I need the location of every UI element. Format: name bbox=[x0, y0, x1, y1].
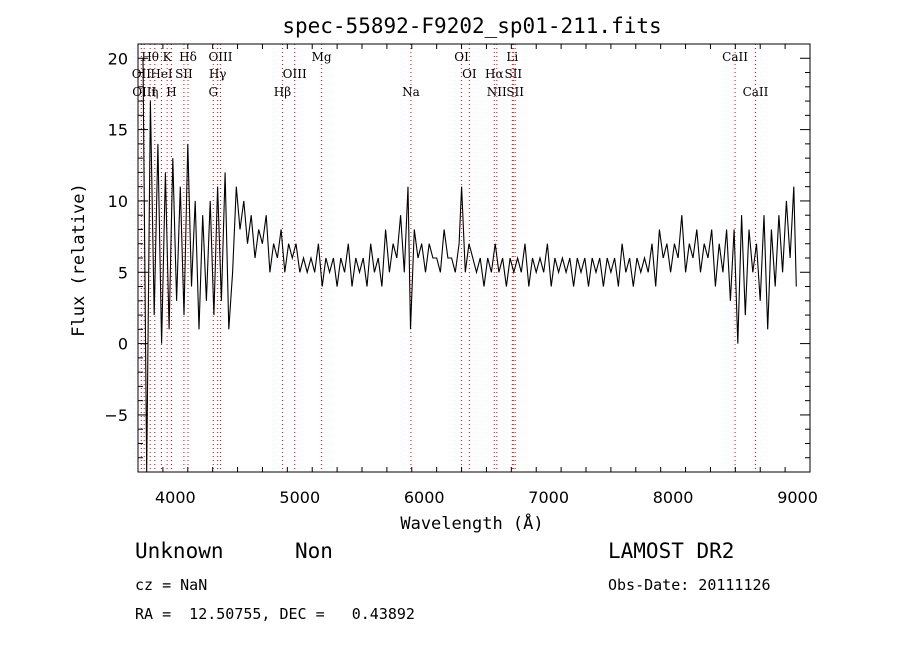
marker-label-11: Hγ bbox=[209, 67, 227, 81]
x-axis-ticks: 4000 5000 6000 7000 8000 9000 bbox=[137, 44, 818, 507]
object-class: Unknown bbox=[135, 539, 224, 563]
coordinates: RA = 12.50755, DEC = 0.43892 bbox=[135, 605, 415, 623]
marker-label-9: HeI bbox=[150, 67, 173, 81]
marker-label-12: OIII bbox=[283, 67, 307, 81]
marker-label-15: SII bbox=[504, 67, 522, 81]
x-axis-label: Wavelength (Å) bbox=[400, 512, 543, 534]
marker-label-24: CaII bbox=[743, 85, 769, 99]
x-tick-label: 6000 bbox=[404, 488, 445, 507]
y-tick-label: 10 bbox=[108, 192, 128, 211]
marker-label-14: Hα bbox=[485, 67, 504, 81]
marker-label-4: Mg bbox=[312, 50, 332, 64]
marker-label-3: OIII bbox=[208, 50, 232, 64]
marker-label-21: Na bbox=[402, 85, 420, 99]
marker-label-2: Hδ bbox=[179, 50, 197, 64]
x-tick-label: 8000 bbox=[653, 488, 694, 507]
observation-date: Obs-Date: 20111126 bbox=[608, 576, 771, 594]
redshift-cz: cz = NaN bbox=[135, 576, 208, 594]
marker-label-6: Li bbox=[506, 50, 518, 64]
y-tick-label: 0 bbox=[118, 335, 128, 354]
marker-label-22: NII bbox=[487, 85, 507, 99]
marker-label-8: OII bbox=[132, 67, 152, 81]
spectrum-series-line bbox=[142, 58, 797, 473]
marker-label-5: OI bbox=[454, 50, 469, 64]
chart-title: spec-55892-F9202_sp01-211.fits bbox=[282, 14, 661, 38]
plot-frame bbox=[137, 43, 811, 473]
marker-label-20: Hβ bbox=[274, 85, 291, 99]
marker-label-23: SII bbox=[506, 85, 524, 99]
marker-label-13: OI bbox=[462, 67, 477, 81]
x-tick-label: 9000 bbox=[777, 488, 818, 507]
marker-label-18: H bbox=[166, 85, 176, 99]
y-tick-label: −5 bbox=[104, 406, 128, 425]
y-tick-label: 15 bbox=[108, 121, 128, 140]
object-subclass: Non bbox=[295, 539, 333, 563]
marker-label-1: K bbox=[163, 50, 173, 64]
y-axis-label: Flux (relative) bbox=[69, 183, 89, 337]
marker-label-10: SII bbox=[175, 67, 193, 81]
y-tick-label: 20 bbox=[108, 49, 128, 68]
marker-label-19: G bbox=[208, 85, 218, 99]
x-tick-label: 5000 bbox=[279, 488, 320, 507]
marker-label-7: CaII bbox=[722, 50, 748, 64]
y-axis-ticks: −5 0 5 10 15 20 bbox=[104, 43, 810, 473]
marker-label-17: η bbox=[151, 85, 158, 99]
x-tick-label: 7000 bbox=[528, 488, 569, 507]
survey-name: LAMOST DR2 bbox=[608, 539, 735, 563]
x-tick-label: 4000 bbox=[155, 488, 196, 507]
y-tick-label: 5 bbox=[118, 263, 128, 282]
